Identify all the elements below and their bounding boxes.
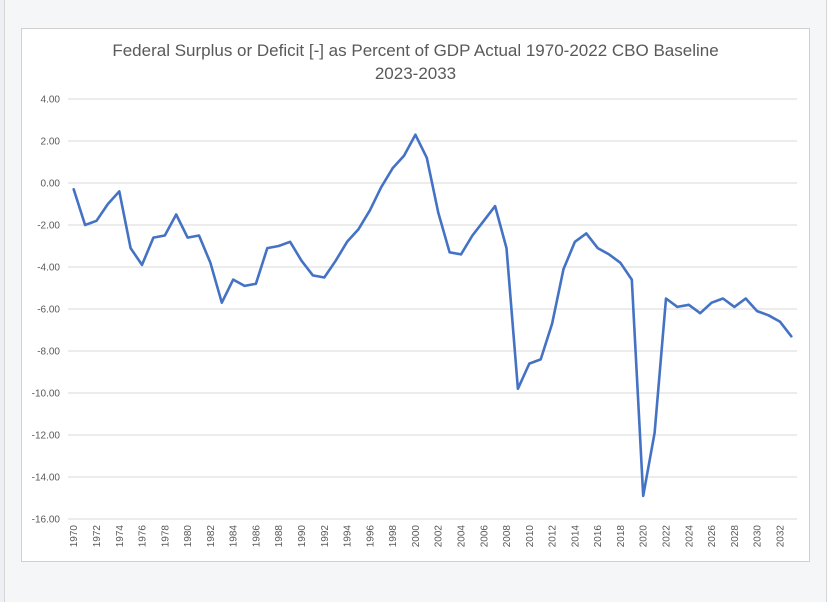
x-tick-label: 1998 xyxy=(388,525,399,548)
chart-area[interactable]: Federal Surplus or Deficit [-] as Percen… xyxy=(21,28,810,562)
x-tick-label: 1976 xyxy=(138,525,149,548)
x-tick-label: 2000 xyxy=(411,525,422,548)
x-tick-label: 1978 xyxy=(160,525,171,548)
x-tick-label: 2008 xyxy=(502,525,513,548)
x-tick-label: 2016 xyxy=(593,525,604,548)
x-tick-label: 1974 xyxy=(115,525,126,548)
x-tick-label: 1988 xyxy=(274,525,285,548)
y-tick-label: -14.00 xyxy=(32,473,61,484)
x-tick-label: 2028 xyxy=(730,525,741,548)
x-tick-label: 2012 xyxy=(548,525,559,548)
x-tick-label: 1982 xyxy=(206,525,217,548)
x-tick-label: 2010 xyxy=(525,525,536,548)
y-tick-label: -12.00 xyxy=(32,431,61,442)
chart-window: Federal Surplus or Deficit [-] as Percen… xyxy=(4,0,827,602)
y-tick-label: 4.00 xyxy=(41,95,61,106)
y-tick-label: -4.00 xyxy=(37,263,60,274)
x-tick-label: 2030 xyxy=(753,525,764,548)
chart-title-line-1: Federal Surplus or Deficit [-] as Percen… xyxy=(112,41,719,60)
chart-title: Federal Surplus or Deficit [-] as Percen… xyxy=(22,39,809,85)
x-tick-label: 2018 xyxy=(616,525,627,548)
x-tick-label: 1972 xyxy=(92,525,103,548)
x-tick-label: 2024 xyxy=(684,525,695,548)
x-tick-label: 2026 xyxy=(707,525,718,548)
x-tick-label: 2014 xyxy=(570,525,581,548)
x-tick-label: 2004 xyxy=(456,525,467,548)
x-tick-label: 2020 xyxy=(639,525,650,548)
x-tick-label: 2032 xyxy=(775,525,786,548)
x-tick-label: 1990 xyxy=(297,525,308,548)
x-tick-label: 1970 xyxy=(69,525,80,548)
y-tick-label: -2.00 xyxy=(37,221,60,232)
chart-title-line-2: 2023-2033 xyxy=(374,64,457,83)
y-tick-label: -10.00 xyxy=(32,389,61,400)
x-tick-label: 1992 xyxy=(320,525,331,548)
y-tick-label: -8.00 xyxy=(37,347,60,358)
line-plot: 4.00 2.00 0.00 -2.00 -4.00 -6.00 -8.00 -10.00 -1… xyxy=(32,95,797,548)
x-tick-label: 1984 xyxy=(229,525,240,548)
x-tick-label: 1986 xyxy=(251,525,262,548)
x-tick-label: 1996 xyxy=(365,525,376,548)
x-tick-label: 2006 xyxy=(479,525,490,548)
series-line xyxy=(72,133,793,498)
y-tick-label: 2.00 xyxy=(41,137,61,148)
x-tick-label: 1994 xyxy=(343,525,354,548)
x-tick-label: 2002 xyxy=(434,525,445,548)
x-tick-label: 1980 xyxy=(183,525,194,548)
y-tick-label: -6.00 xyxy=(37,305,60,316)
x-tick-label: 2022 xyxy=(662,525,673,548)
y-tick-label: -16.00 xyxy=(32,515,61,526)
y-tick-label: 0.00 xyxy=(41,179,61,190)
